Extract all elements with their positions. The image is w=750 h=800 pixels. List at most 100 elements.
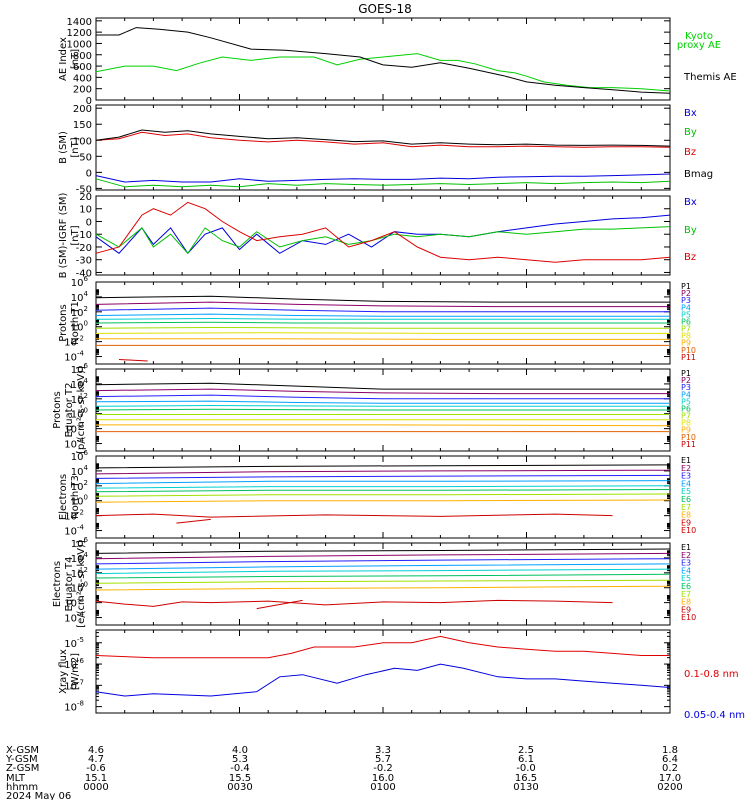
channel-label: P11 (681, 440, 696, 449)
footer-value: 2.5 (518, 745, 534, 756)
series-e6 (95, 489, 671, 493)
series-e8 (95, 585, 671, 591)
channel-label: P4 (681, 303, 691, 312)
series-0-1-0-8-nm (95, 635, 670, 659)
series-e8 (95, 499, 671, 503)
y-axis-label: B (SM) (58, 131, 69, 164)
legend-label: By (684, 225, 697, 236)
channel-label: P6 (681, 404, 691, 413)
channel-label: E10 (681, 613, 696, 622)
y-axis-label: Protons (52, 391, 63, 428)
y-tick-label: 0 (86, 168, 92, 179)
footer-value: -0.4 (230, 763, 250, 774)
footer-row-label: Z-GSM (6, 763, 39, 774)
series-bx (95, 173, 671, 183)
y-tick-label: 50 (79, 152, 92, 163)
series-p3 (95, 307, 670, 313)
series-p4 (95, 313, 670, 317)
channel-label: P3 (681, 296, 691, 305)
legend-label: Bz (684, 252, 696, 263)
series-p8 (95, 332, 670, 334)
legend-label: 0.05-0.4 nm (684, 710, 745, 721)
footer-value: 5.7 (375, 754, 391, 765)
y-tick-label: 106 (71, 449, 89, 463)
y-axis-label: Equator T2 (64, 383, 75, 438)
series-p3 (95, 394, 670, 400)
y-tick-label: -10 (76, 230, 92, 241)
y-tick-label: 600 (73, 62, 92, 73)
footer-row-label: 2024 May 06 (6, 791, 71, 800)
y-tick-label: 10-4 (64, 350, 84, 364)
channel-label: E9 (681, 518, 691, 527)
y-tick-label: 0 (86, 96, 92, 107)
footer-value: 4.6 (88, 745, 104, 756)
panel-b: 200 150 100 50 0 -50 B (SM) [nT] Bx By Bz Bmag (58, 104, 713, 195)
y-tick-label: 1200 (67, 28, 92, 39)
series-e3 (95, 558, 671, 565)
y-axis-label: [nT] (70, 225, 81, 245)
channel-label: P2 (681, 376, 691, 385)
y-axis-label: [e/(cm²-s-sr-keV)] (76, 540, 87, 628)
channel-label: P1 (681, 369, 691, 378)
series-e1 (95, 548, 671, 554)
channel-label: E6 (681, 582, 691, 591)
y-tick-label: 1400 (67, 17, 92, 28)
series-bmag (95, 129, 671, 147)
series-by (95, 226, 671, 255)
series-e5 (95, 568, 671, 575)
channel-label: E4 (681, 566, 691, 575)
channel-label: P8 (681, 419, 691, 428)
footer-value: 0030 (227, 782, 252, 793)
legend-label: proxy AE (677, 40, 721, 51)
series-p5 (95, 404, 670, 407)
channel-label: E2 (681, 464, 691, 473)
channel-label: E1 (681, 543, 691, 552)
legend-label: Bz (684, 147, 696, 158)
legend-label: Bx (684, 197, 697, 208)
footer-value: -0.2 (373, 763, 393, 774)
series-e9 (95, 599, 613, 607)
footer-value: 0100 (370, 782, 395, 793)
y-tick-label: 100 (73, 136, 92, 147)
series-p9 (96, 424, 671, 427)
channel-label: E2 (681, 551, 691, 560)
series-p6 (95, 321, 670, 324)
series-e7 (95, 579, 671, 584)
y-axis-label: [W/m2] (70, 653, 81, 690)
footer-value: -0.0 (516, 763, 536, 774)
series-p1 (95, 382, 670, 390)
series-e2 (95, 469, 671, 475)
footer-row-label: hhmm (6, 782, 38, 793)
footer-value: 0000 (83, 782, 108, 793)
y-axis-label: [p/(cm²-s-sr-keV)] (76, 366, 87, 454)
y-axis-label: Protons (58, 304, 69, 341)
footer-value: 0200 (657, 782, 682, 793)
footer-value: 6.4 (662, 754, 678, 765)
y-tick-label: -30 (76, 256, 92, 267)
series-p4 (95, 400, 670, 404)
y-tick-label: -40 (76, 268, 92, 279)
series-e6 (95, 573, 671, 579)
channel-label: E3 (681, 472, 691, 481)
footer-value: 16.0 (372, 773, 394, 784)
channel-label: P1 (681, 282, 691, 291)
y-axis-label: [nT] (70, 137, 81, 157)
y-tick-label: 200 (73, 85, 92, 96)
series-e5 (95, 485, 671, 489)
series-bz (95, 131, 671, 148)
y-axis-label: North T1 (70, 301, 81, 345)
channel-label: E9 (681, 605, 691, 614)
y-tick-label: 10-8 (64, 700, 84, 714)
channel-label: P9 (681, 426, 691, 435)
series-themis-ae (96, 27, 671, 94)
channel-label: E1 (681, 456, 691, 465)
series-e10 (256, 599, 303, 610)
channel-label: P6 (681, 317, 691, 326)
series-p2 (95, 301, 670, 308)
channel-label: P7 (681, 325, 691, 334)
